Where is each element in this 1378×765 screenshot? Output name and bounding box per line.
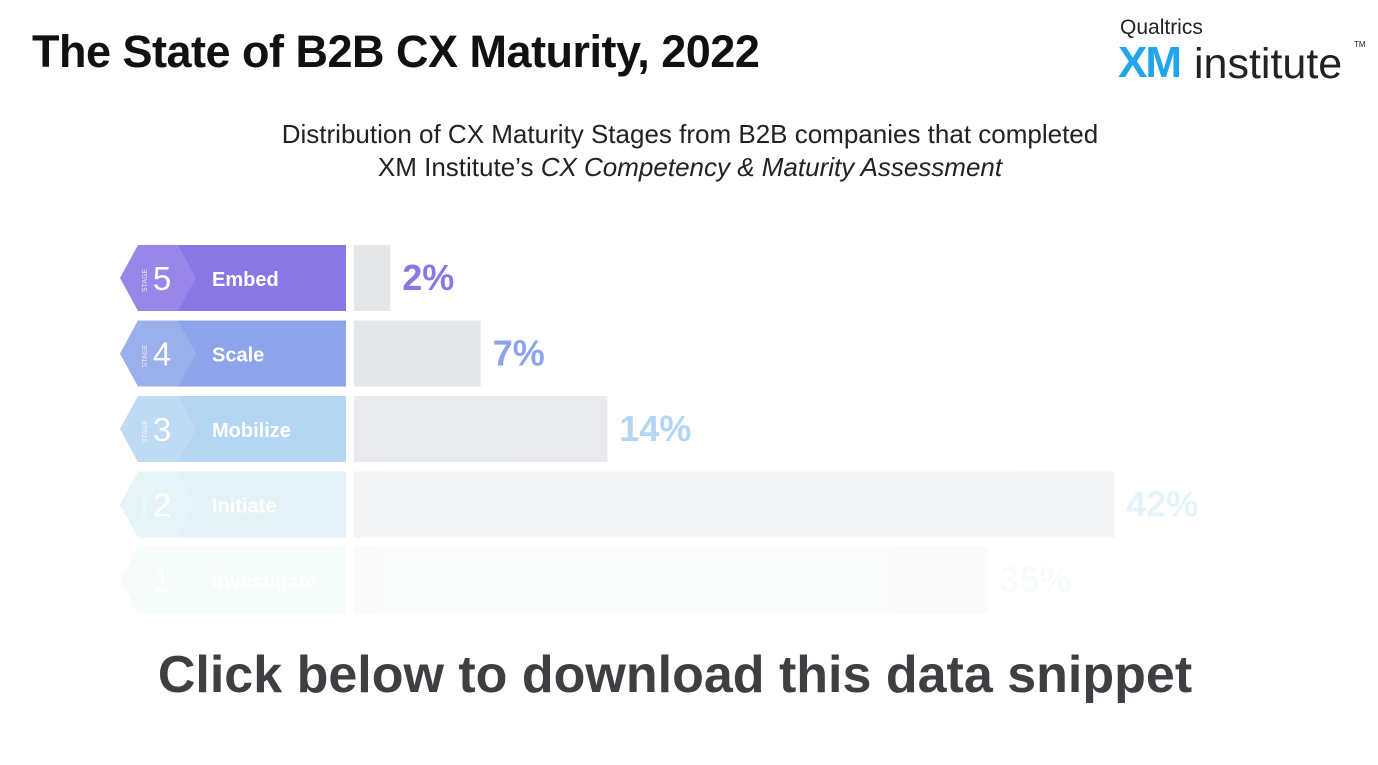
stage-label-shape xyxy=(120,245,346,311)
value-label: 2% xyxy=(402,257,454,298)
stage-caption: STAGE xyxy=(142,495,149,519)
stage-row-mobilize: STAGE 3 Mobilize 14% xyxy=(120,396,691,462)
bar-investigate xyxy=(354,547,988,613)
subtitle-line-1: Distribution of CX Maturity Stages from … xyxy=(281,119,1099,149)
logo-qualtrics-text: Qualtrics xyxy=(1120,16,1203,39)
bar-scale xyxy=(354,320,481,387)
stage-caption: STAGE xyxy=(142,344,149,368)
stage-label-shape xyxy=(120,547,346,613)
stage-label-shape xyxy=(120,320,346,387)
value-label: 7% xyxy=(493,333,545,374)
stage-chevron-accent xyxy=(120,320,196,387)
chart-subtitle: Distribution of CX Maturity Stages from … xyxy=(0,118,1378,184)
subtitle-line-2: XM Institute’s CX Competency & Maturity … xyxy=(2,151,1378,184)
value-label: 42% xyxy=(1126,484,1198,525)
stage-name: Initiate xyxy=(212,496,276,518)
logo-xm-text: XM xyxy=(1118,38,1182,87)
stage-chevron-accent xyxy=(120,471,196,538)
stage-label-shape xyxy=(120,471,346,538)
page-title: The State of B2B CX Maturity, 2022 xyxy=(32,26,760,77)
subtitle-assessment-name: CX Competency & Maturity Assessment xyxy=(540,152,1003,182)
stage-number: 1 xyxy=(153,562,171,599)
stage-label-shape xyxy=(120,396,346,462)
stage-number: 4 xyxy=(153,336,171,373)
stage-name: Mobilize xyxy=(212,420,291,442)
stage-row-scale: STAGE 4 Scale 7% xyxy=(120,320,545,387)
subtitle-line-2-prefix: XM Institute’s xyxy=(377,152,541,182)
stage-row-embed: STAGE 5 Embed 2% xyxy=(120,245,454,311)
stage-caption: STAGE xyxy=(142,268,149,292)
stage-caption: STAGE xyxy=(142,570,149,594)
stage-caption: STAGE xyxy=(142,419,149,443)
stage-number: 5 xyxy=(153,260,171,297)
value-label: 14% xyxy=(619,408,691,449)
logo-trademark: TM xyxy=(1354,40,1366,49)
stage-row-initiate: STAGE 2 Initiate 42% xyxy=(120,471,1198,538)
bar-mobilize xyxy=(354,396,608,462)
download-cta-text: Click below to download this data snippe… xyxy=(157,646,1193,704)
stage-row-investigate: STAGE 1 Investigate 35% xyxy=(120,547,1072,613)
stage-chevron-accent xyxy=(120,245,196,311)
xm-institute-logo: Qualtrics XM institute TM xyxy=(1118,16,1368,88)
logo-institute-text: institute xyxy=(1194,40,1343,88)
stage-name: Scale xyxy=(212,345,264,367)
stage-name: Investigate xyxy=(212,571,316,593)
bar-initiate xyxy=(354,471,1115,538)
stage-chevron-accent xyxy=(120,396,196,462)
bar-embed xyxy=(354,245,391,311)
value-label: 35% xyxy=(1000,559,1072,600)
stage-number: 2 xyxy=(153,487,171,524)
stage-number: 3 xyxy=(153,411,171,448)
stage-name: Embed xyxy=(212,269,279,291)
